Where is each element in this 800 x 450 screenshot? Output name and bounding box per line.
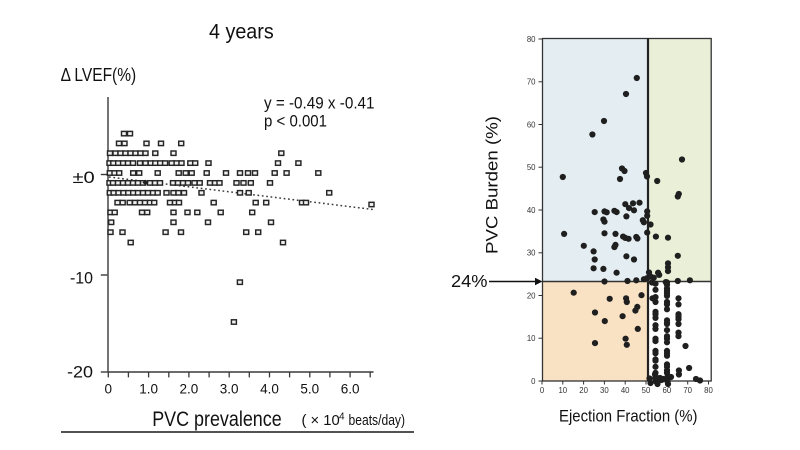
svg-text:30: 30	[527, 249, 536, 258]
svg-text:50: 50	[642, 386, 651, 395]
svg-text:4 years: 4 years	[209, 20, 274, 43]
svg-text:PVC Burden (%): PVC Burden (%)	[484, 116, 502, 254]
svg-text:80: 80	[527, 35, 536, 44]
svg-text:6.0: 6.0	[341, 382, 360, 397]
svg-text:20: 20	[579, 386, 588, 395]
svg-text:1.0: 1.0	[139, 382, 158, 397]
svg-text:50: 50	[527, 163, 536, 172]
svg-text:-10: -10	[70, 270, 93, 288]
svg-text:3.0: 3.0	[220, 382, 239, 397]
svg-text:y = -0.49 x -0.41: y = -0.49 x -0.41	[264, 94, 375, 112]
svg-text:24%: 24%	[451, 271, 488, 291]
svg-text:10: 10	[527, 334, 536, 343]
svg-text:4.0: 4.0	[260, 382, 279, 397]
svg-text:PVC prevalence: PVC prevalence	[152, 408, 282, 431]
svg-text:Ejection Fraction (%): Ejection Fraction (%)	[559, 407, 698, 425]
svg-text:10: 10	[558, 386, 567, 395]
svg-text:0: 0	[105, 382, 113, 397]
svg-text:30: 30	[600, 386, 609, 395]
svg-text:-20: -20	[67, 364, 93, 382]
svg-text:p < 0.001: p < 0.001	[264, 113, 327, 131]
svg-text:4: 4	[339, 412, 345, 423]
svg-text:40: 40	[527, 206, 536, 215]
svg-text:60: 60	[663, 386, 672, 395]
svg-text:0: 0	[531, 377, 536, 386]
svg-text:5.0: 5.0	[300, 382, 319, 397]
svg-text:Δ LVEF(%): Δ LVEF(%)	[61, 64, 137, 85]
svg-text:70: 70	[683, 386, 692, 395]
svg-text:20: 20	[527, 291, 536, 300]
svg-text:( × 10: ( × 10	[302, 413, 340, 429]
svg-text:60: 60	[527, 120, 536, 129]
svg-text:2.0: 2.0	[180, 382, 199, 397]
svg-text:0: 0	[540, 386, 545, 395]
svg-text:±0: ±0	[73, 169, 95, 187]
svg-text:beats/day): beats/day)	[349, 413, 406, 429]
svg-text:80: 80	[704, 386, 713, 395]
svg-text:40: 40	[621, 386, 630, 395]
svg-text:70: 70	[527, 78, 536, 87]
